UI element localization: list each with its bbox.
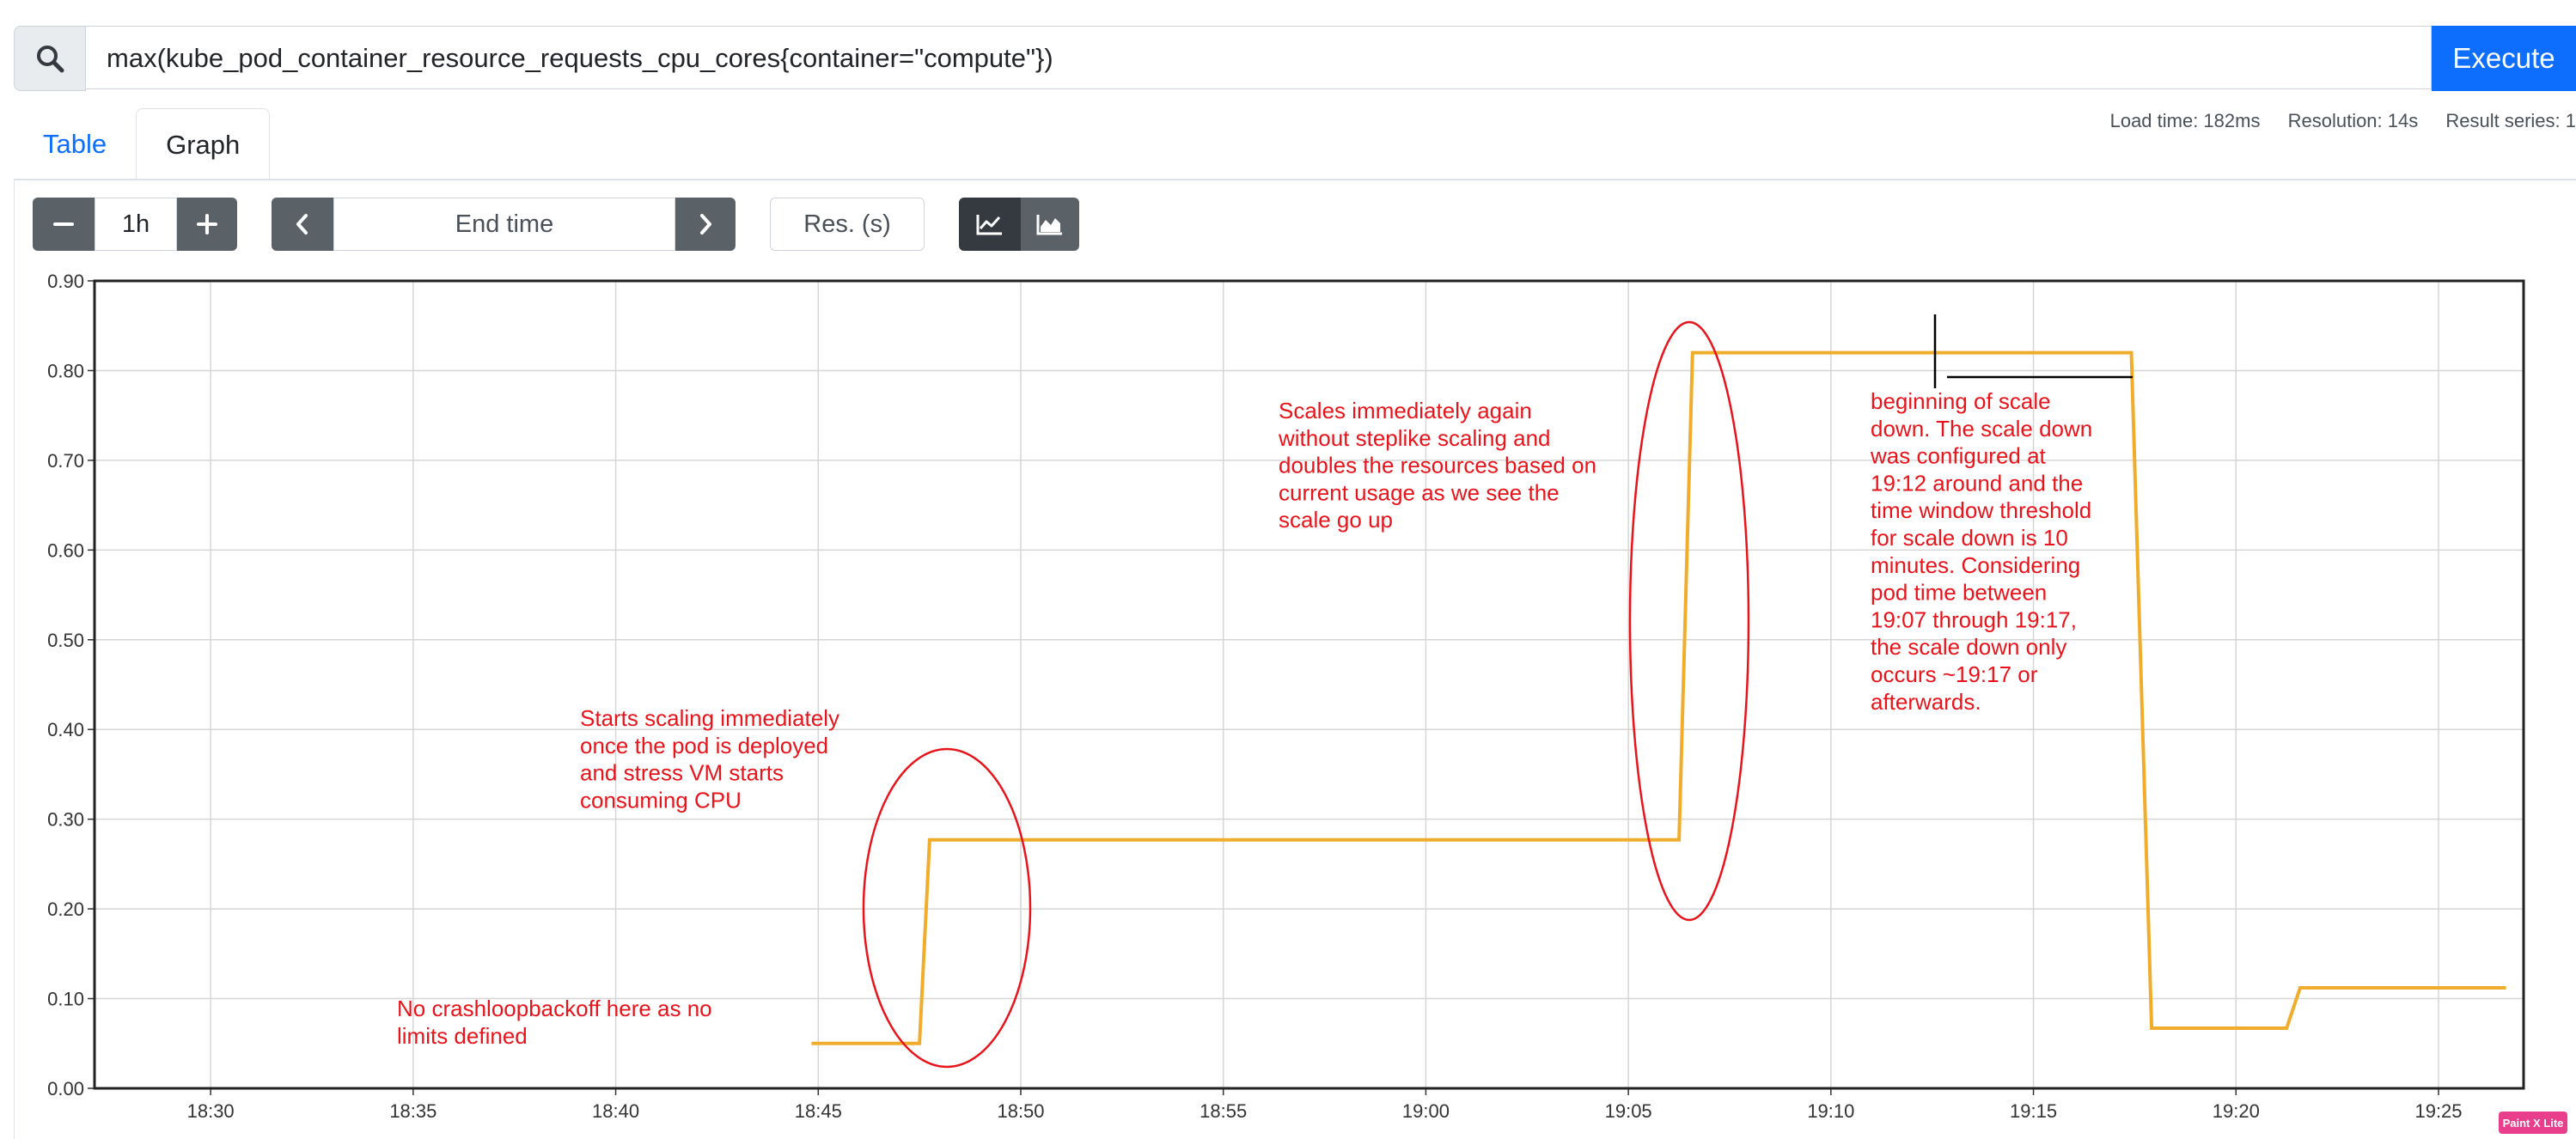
annotation-text: limits defined — [397, 1023, 528, 1049]
annotation-text: 19:07 through 19:17, — [1871, 606, 2077, 632]
execute-button[interactable]: Execute — [2432, 26, 2576, 91]
x-tick-label: 18:30 — [187, 1100, 235, 1122]
query-bar: max(kube_pod_container_resource_requests… — [14, 26, 2576, 91]
plot-border — [93, 279, 2525, 1090]
range-decrease-button[interactable] — [33, 198, 95, 251]
time-forward-button[interactable] — [675, 198, 736, 251]
minus-icon — [53, 222, 74, 226]
annotation-text: 19:12 around and the — [1871, 470, 2083, 496]
x-tick-label: 19:00 — [1402, 1100, 1450, 1122]
y-tick-label: 0.30 — [47, 809, 84, 831]
annotation-ellipse — [862, 747, 1032, 1069]
annotation-text: without steplike scaling and — [1278, 425, 1551, 451]
annotation-text: No crashloopbackoff here as no — [397, 996, 712, 1021]
range-input[interactable]: 1h — [95, 198, 177, 251]
y-tick-label: 0.10 — [47, 989, 84, 1010]
tab-graph[interactable]: Graph — [136, 108, 271, 180]
y-tick-label: 0.50 — [47, 630, 84, 651]
stacked-chart-icon — [1036, 215, 1062, 235]
annotation-text: and stress VM starts — [580, 760, 784, 786]
y-tick-label: 0.90 — [47, 271, 84, 292]
tab-bar: Table Graph — [14, 108, 271, 180]
search-icon[interactable] — [14, 26, 86, 91]
annotation-text: the scale down only — [1871, 634, 2066, 660]
annotation-text: once the pod is deployed — [580, 733, 828, 758]
paint-x-lite-badge: Paint X Lite — [2499, 1112, 2567, 1134]
x-tick-label: 18:45 — [795, 1100, 842, 1122]
annotation-text: doubles the resources based on — [1279, 453, 1596, 478]
stacked-chart-button[interactable] — [1021, 198, 1079, 251]
tabs-divider — [14, 179, 2576, 180]
y-tick-label: 0.00 — [47, 1078, 84, 1099]
annotation-text: current usage as we see the — [1279, 479, 1560, 505]
chevron-right-icon — [700, 214, 711, 234]
annotation-text: pod time between — [1871, 580, 2047, 606]
y-tick-label: 0.40 — [47, 719, 84, 740]
x-tick-label: 18:55 — [1199, 1100, 1247, 1122]
chevron-left-icon — [296, 214, 308, 234]
y-tick-label: 0.80 — [47, 360, 84, 381]
x-tick-label: 19:25 — [2414, 1100, 2462, 1122]
load-time: Load time: 182ms — [2109, 110, 2261, 131]
graph-panel — [14, 180, 2576, 1139]
x-tick-label: 18:40 — [592, 1100, 639, 1122]
range-increase-button[interactable] — [177, 198, 237, 251]
resolution-input[interactable]: Res. (s) — [770, 198, 925, 251]
query-input[interactable]: max(kube_pod_container_resource_requests… — [86, 26, 2432, 89]
y-tick-label: 0.20 — [47, 898, 84, 920]
tab-table[interactable]: Table — [43, 129, 107, 159]
plus-icon — [197, 214, 217, 234]
time-back-button[interactable] — [272, 198, 333, 251]
annotation-text: for scale down is 10 — [1871, 525, 2068, 551]
resolution: Resolution: 14s — [2287, 110, 2419, 131]
annotation-text: scale go up — [1279, 507, 1393, 533]
annotation-text: Scales immediately again — [1279, 398, 1532, 423]
annotation-text: afterwards. — [1871, 689, 1981, 715]
x-tick-label: 19:20 — [2213, 1100, 2260, 1122]
x-tick-label: 19:10 — [1807, 1100, 1854, 1122]
x-tick-label: 18:50 — [997, 1100, 1044, 1122]
result-series: Result series: 1 — [2445, 110, 2576, 131]
annotation-text: was configured at — [1870, 443, 2047, 469]
annotation-text: beginning of scale — [1871, 388, 2051, 414]
x-tick-label: 18:35 — [389, 1100, 436, 1122]
y-tick-label: 0.60 — [47, 539, 84, 561]
x-tick-label: 19:05 — [1605, 1100, 1652, 1122]
annotation-text: consuming CPU — [580, 787, 742, 813]
end-time-input[interactable]: End time — [333, 198, 675, 251]
x-tick-label: 19:15 — [2010, 1100, 2057, 1122]
line-chart-icon — [976, 215, 1002, 235]
annotation-text: down. The scale down — [1871, 416, 2092, 442]
annotation-text: minutes. Considering — [1871, 552, 2080, 578]
query-stats: Load time: 182ms Resolution: 14s Result … — [2088, 110, 2576, 132]
line-chart-button[interactable] — [959, 198, 1021, 251]
annotation-ellipse — [1628, 320, 1750, 922]
annotation-text: time window threshold — [1871, 497, 2091, 523]
y-tick-label: 0.70 — [47, 450, 84, 472]
series-line — [811, 350, 2506, 1045]
annotation-text: occurs ~19:17 or — [1871, 661, 2038, 687]
annotation-text: Starts scaling immediately — [580, 705, 839, 731]
